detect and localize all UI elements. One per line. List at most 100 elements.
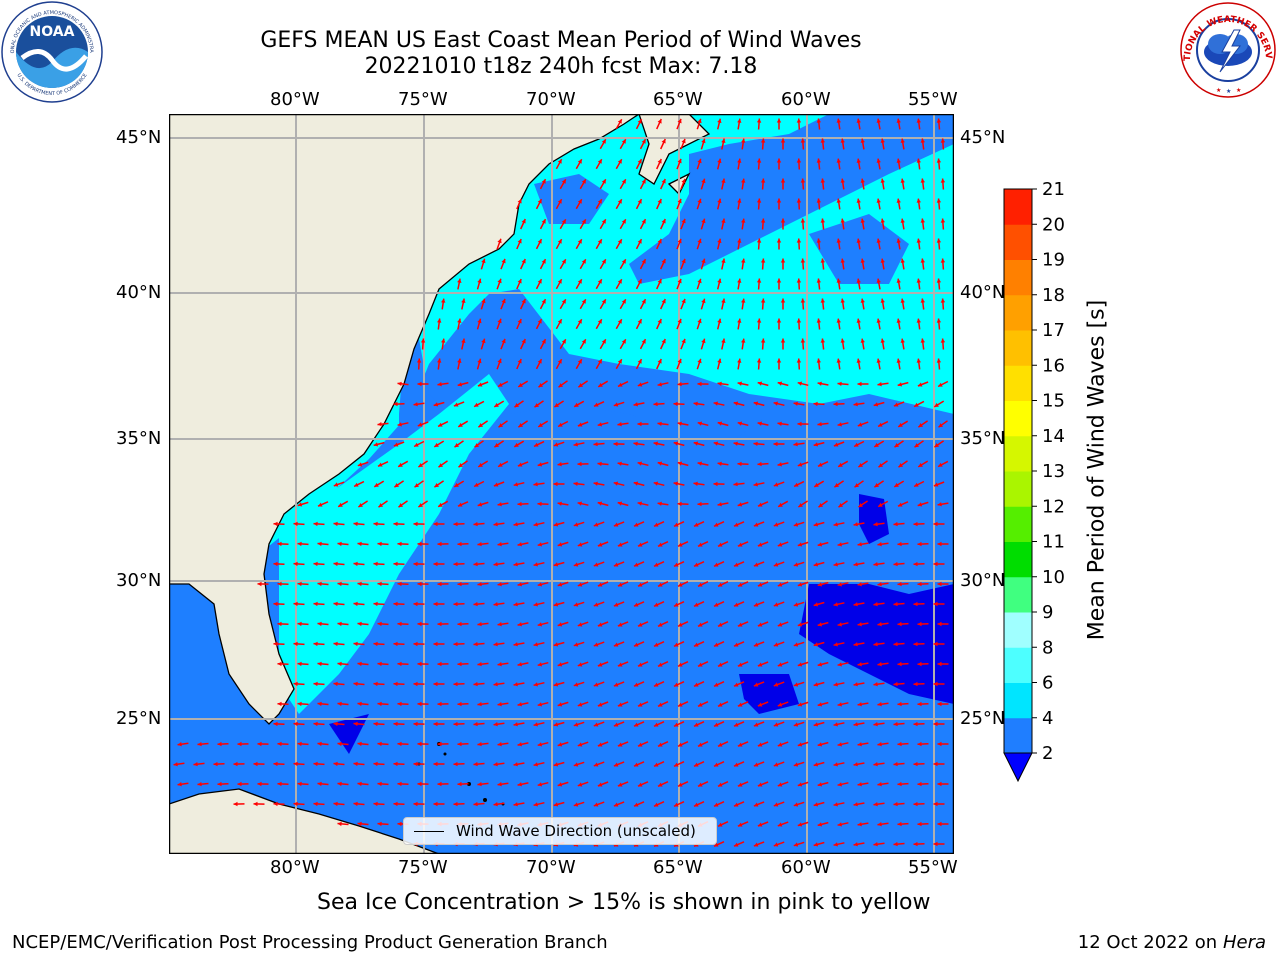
wind-wave-arrowhead [760,138,766,143]
wind-wave-arrowhead [938,423,943,428]
wind-wave-arrowhead [674,642,679,647]
colorbar-segment [1004,647,1032,683]
wind-wave-arrowhead [920,338,925,343]
wind-wave-arrowhead [913,801,918,807]
wind-wave-arrowhead [353,601,358,607]
wind-wave-arrowhead [433,641,438,647]
svg-text:★: ★ [1236,87,1241,94]
wind-wave-arrowhead [553,642,559,647]
wind-wave-arrowhead [437,701,442,707]
wind-wave-arrowhead [933,641,938,647]
wind-wave-arrowhead [637,199,642,204]
wind-wave-arrowhead [414,483,419,488]
wind-wave-arrowhead [333,561,338,567]
wind-wave-arrowhead [900,138,905,143]
wind-wave-arrowhead [893,402,899,407]
wind-wave-arrowhead [317,781,322,787]
wind-wave-arrowhead [936,358,942,363]
wind-wave-arrowhead [733,401,739,406]
wind-wave-arrowhead [577,662,583,667]
wind-wave-arrowhead [681,298,686,304]
wind-wave-arrowhead [717,238,722,244]
wind-wave-arrowhead [638,662,643,667]
wind-wave-arrowhead [677,238,682,244]
wind-wave-arrowhead [714,602,719,607]
wind-wave-arrowhead [658,542,663,547]
wind-wave-arrowhead [477,702,482,707]
wind-wave-arrowhead [593,562,599,567]
wind-wave-arrowhead [934,443,939,448]
wind-wave-arrowhead [597,422,603,427]
wind-wave-arrowhead [273,761,278,767]
wind-wave-arrowhead [793,842,799,847]
wind-wave-arrowhead [353,721,358,727]
wind-wave-arrowhead [893,561,898,567]
wind-wave-arrowhead [477,278,482,284]
wind-wave-arrowhead [633,402,638,407]
wind-wave-arrowhead [337,661,342,667]
wind-wave-arrowhead [813,602,819,607]
wind-wave-arrowhead [760,338,766,343]
wind-wave-arrowhead [940,138,946,143]
colorbar-tick-label: 11 [1042,532,1065,553]
wind-wave-arrowhead [757,381,763,386]
wind-wave-arrowhead [397,741,402,747]
wind-wave-arrowhead [860,178,865,183]
wind-wave-arrowhead [857,702,862,707]
wind-wave-arrowhead [838,503,843,508]
wind-wave-arrowhead [940,258,946,263]
wind-wave-arrowhead [717,158,722,164]
wind-wave-arrowhead [637,501,642,506]
wind-wave-arrowhead [797,622,803,627]
wind-wave-arrowhead [741,178,746,183]
wind-wave-arrowhead [777,582,783,587]
wind-wave-arrowhead [896,198,901,203]
wind-wave-arrowhead [553,762,559,767]
colorbar-segment [1004,541,1032,578]
wind-wave-arrowhead [377,422,382,427]
wind-wave-arrowhead [913,761,918,767]
wind-wave-arrowhead [613,522,619,527]
wind-wave-arrowhead [313,801,318,807]
wind-wave-arrowhead [537,319,542,324]
wind-wave-arrowhead [721,298,726,303]
wind-wave-arrowhead [273,601,278,607]
wind-wave-arrowhead [714,842,719,847]
wind-wave-arrowhead [493,482,499,487]
wind-wave-arrowhead [800,338,806,343]
wind-wave-arrowhead [557,462,562,467]
wind-wave-arrowhead [534,442,539,447]
wind-wave-arrowhead [776,238,782,243]
wind-wave-arrowhead [797,421,802,427]
wind-wave-arrowhead [634,762,639,767]
wind-wave-arrowhead [373,761,378,767]
wind-wave-arrowhead [677,461,683,466]
wind-wave-arrowhead [698,782,703,787]
wind-wave-arrowhead [317,621,322,627]
wind-wave-arrowhead [573,682,579,687]
colorbar-tick-label: 20 [1042,214,1065,235]
wind-wave-arrowhead [601,179,606,184]
wind-wave-arrowhead [501,298,506,304]
lon-label-bottom-70w: 70°W [526,857,576,878]
wind-wave-arrowhead [837,702,842,707]
wind-wave-arrowhead [537,462,543,467]
wind-wave-arrowhead [453,641,458,647]
wind-wave-arrowhead [698,742,703,747]
wind-wave-arrowhead [877,782,882,787]
wind-wave-arrowhead [493,602,498,607]
wind-wave-arrowhead [797,542,803,547]
wind-wave-arrowhead [373,801,378,807]
wind-wave-arrowhead [637,421,642,427]
wind-wave-arrowhead [900,338,905,343]
wind-wave-arrowhead [681,338,686,344]
wind-wave-arrowhead [337,581,342,587]
wind-wave-arrowhead [860,338,865,343]
wind-wave-arrowhead [737,158,742,163]
wind-wave-arrowhead [414,442,419,447]
wind-wave-arrowhead [497,358,502,364]
wind-wave-arrowhead [836,318,841,323]
wind-wave-arrowhead [473,641,478,647]
wind-wave-arrowhead [393,401,398,407]
wind-wave-arrowhead [613,441,618,447]
